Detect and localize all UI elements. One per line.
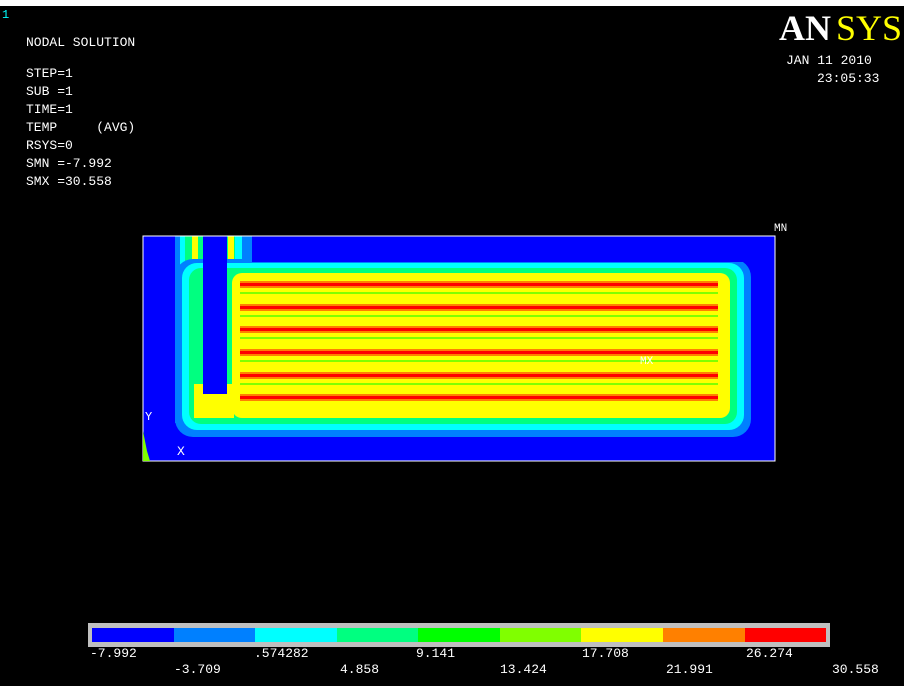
graphics-viewport[interactable]: 1 NODAL SOLUTION STEP=1 SUB =1 TIME=1 TE… bbox=[0, 6, 904, 686]
legend-swatch-6 bbox=[581, 628, 663, 642]
info-step: STEP=1 bbox=[26, 66, 73, 81]
contour-legend-bar bbox=[88, 623, 830, 647]
legend-swatch-2 bbox=[255, 628, 337, 642]
legend-label-upper-2: 9.141 bbox=[416, 646, 456, 661]
legend-label-lower-2: 13.424 bbox=[500, 662, 547, 677]
info-rsys: RSYS=0 bbox=[26, 138, 73, 153]
contour-model: MN MX Y X bbox=[142, 223, 787, 462]
window-number: 1 bbox=[2, 8, 10, 22]
axis-x-label: X bbox=[177, 444, 185, 459]
axis-y-label: Y bbox=[145, 410, 152, 424]
legend-label-lower-0: -3.709 bbox=[174, 662, 221, 677]
legend-swatch-7 bbox=[662, 628, 745, 642]
legend-swatch-8 bbox=[744, 628, 827, 642]
legend-label-upper-3: 17.708 bbox=[582, 646, 629, 661]
info-sub: SUB =1 bbox=[26, 84, 73, 99]
model-outline bbox=[142, 235, 776, 462]
info-smn: SMN =-7.992 bbox=[26, 156, 112, 171]
legend-label-upper-0: -7.992 bbox=[90, 646, 137, 661]
channel-3 bbox=[240, 328, 718, 331]
axis-triad bbox=[143, 431, 150, 461]
legend-swatch-1 bbox=[173, 628, 256, 642]
plot-title: NODAL SOLUTION bbox=[26, 35, 136, 50]
info-time: TIME=1 bbox=[26, 102, 73, 117]
red-channel-group bbox=[240, 281, 718, 401]
channel-5 bbox=[240, 374, 718, 377]
channel-2 bbox=[240, 306, 718, 309]
channel-6 bbox=[240, 396, 718, 399]
legend-label-lower-4: 30.558 bbox=[832, 662, 879, 677]
legend-label-upper-4: 26.274 bbox=[746, 646, 793, 661]
max-marker: MX bbox=[640, 356, 654, 368]
info-smx: SMX =30.558 bbox=[26, 174, 112, 189]
logo-sys: SYS bbox=[836, 8, 902, 48]
legend-label-upper-1: .574282 bbox=[254, 646, 309, 661]
legend-swatch-5 bbox=[499, 628, 582, 642]
time-label: 23:05:33 bbox=[817, 71, 880, 86]
min-marker: MN bbox=[774, 223, 787, 235]
legend-swatch-3 bbox=[336, 628, 419, 642]
channel-1 bbox=[240, 283, 718, 286]
ansys-logo: AN SYS bbox=[779, 8, 902, 48]
legend-swatch-0 bbox=[92, 628, 174, 642]
info-temp: TEMP (AVG) bbox=[26, 120, 136, 135]
channel-4 bbox=[240, 351, 718, 354]
legend-label-lower-1: 4.858 bbox=[340, 662, 380, 677]
legend-label-lower-3: 21.991 bbox=[666, 662, 713, 677]
legend-swatch-4 bbox=[418, 628, 500, 642]
logo-an: AN bbox=[779, 8, 831, 48]
date-label: JAN 11 2010 bbox=[786, 53, 872, 68]
